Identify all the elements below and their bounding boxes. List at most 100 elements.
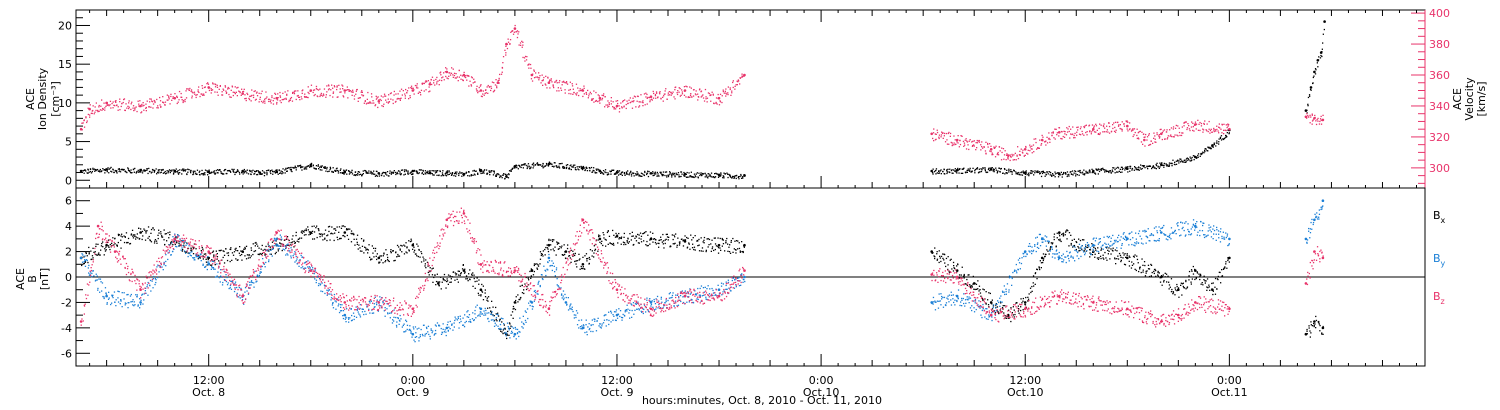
velocity-sample bbox=[694, 93, 697, 95]
density-sample bbox=[977, 172, 980, 174]
bx-sample bbox=[127, 237, 130, 240]
bx-sample bbox=[604, 238, 606, 241]
velocity-sample bbox=[130, 103, 132, 105]
bx-sample bbox=[658, 246, 660, 248]
bx-sample bbox=[1313, 325, 1315, 328]
bx-sample bbox=[611, 243, 614, 246]
velocity-sample bbox=[301, 98, 303, 100]
density-sample bbox=[234, 173, 236, 176]
density-sample bbox=[596, 172, 598, 174]
velocity-sample bbox=[673, 96, 675, 98]
density-sample bbox=[1114, 168, 1116, 171]
velocity-sample bbox=[1180, 134, 1183, 137]
density-sample bbox=[1135, 168, 1137, 171]
density-sample bbox=[1204, 149, 1206, 151]
velocity-sample bbox=[965, 138, 967, 140]
density-sample bbox=[967, 168, 969, 170]
density-sample bbox=[507, 177, 510, 179]
velocity-sample bbox=[1137, 132, 1139, 134]
velocity-sample bbox=[1056, 134, 1058, 136]
velocity-sample bbox=[352, 89, 354, 91]
velocity-sample bbox=[637, 95, 639, 98]
density-sample bbox=[669, 173, 671, 175]
velocity-sample bbox=[583, 93, 585, 95]
bx-sample bbox=[438, 284, 440, 286]
density-sample bbox=[982, 167, 984, 170]
density-sample bbox=[706, 175, 708, 177]
density-sample bbox=[1180, 160, 1183, 162]
velocity-sample bbox=[690, 96, 692, 98]
velocity-sample bbox=[1181, 126, 1183, 128]
bx-sample bbox=[454, 272, 456, 274]
bx-sample bbox=[593, 245, 595, 247]
velocity-sample bbox=[1119, 127, 1121, 130]
density-sample bbox=[1021, 171, 1023, 173]
density-sample bbox=[1144, 167, 1146, 169]
by-sample bbox=[137, 304, 139, 306]
velocity-sample bbox=[663, 95, 665, 97]
density-sample bbox=[1083, 169, 1085, 171]
density-sample bbox=[1312, 82, 1314, 85]
bx-sample bbox=[936, 259, 938, 261]
velocity-sample bbox=[941, 131, 943, 133]
density-sample bbox=[491, 170, 493, 172]
velocity-sample bbox=[435, 78, 437, 81]
velocity-sample bbox=[1178, 131, 1181, 134]
velocity-sample bbox=[1009, 154, 1011, 156]
velocity-sample bbox=[367, 91, 369, 94]
velocity-sample bbox=[1158, 134, 1160, 136]
velocity-sample bbox=[700, 90, 703, 92]
velocity-sample bbox=[222, 88, 224, 90]
velocity-point bbox=[1143, 138, 1146, 142]
bx-sample bbox=[1015, 302, 1017, 304]
bx-sample bbox=[101, 242, 103, 245]
bx-sample bbox=[380, 259, 382, 261]
bx-sample bbox=[575, 263, 577, 265]
bx-sample bbox=[255, 241, 257, 244]
bx-sample bbox=[1172, 292, 1175, 294]
velocity-sample bbox=[271, 96, 273, 99]
bx-sample bbox=[1227, 259, 1229, 262]
velocity-sample bbox=[1131, 129, 1133, 131]
bx-sample bbox=[1319, 330, 1321, 332]
velocity-sample bbox=[1132, 128, 1134, 130]
density-sample bbox=[378, 173, 381, 175]
bx-sample bbox=[568, 255, 571, 257]
density-sample bbox=[354, 174, 357, 177]
density-sample bbox=[574, 167, 576, 169]
velocity-sample bbox=[447, 78, 449, 80]
velocity-sample bbox=[1002, 148, 1005, 150]
bx-sample bbox=[1107, 249, 1109, 251]
velocity-sample bbox=[436, 76, 438, 79]
density-sample bbox=[686, 171, 688, 174]
velocity-sample bbox=[511, 30, 513, 32]
by-sample bbox=[95, 273, 97, 275]
density-sample bbox=[217, 172, 219, 174]
velocity-sample bbox=[973, 145, 975, 147]
velocity-sample bbox=[239, 91, 241, 93]
density-sample bbox=[389, 170, 391, 172]
velocity-sample bbox=[339, 88, 341, 90]
velocity-sample bbox=[608, 102, 610, 104]
bx-sample bbox=[147, 237, 149, 239]
velocity-sample bbox=[615, 108, 617, 110]
density-sample bbox=[218, 169, 221, 171]
density-sample bbox=[327, 170, 329, 173]
density-sample bbox=[938, 172, 940, 174]
density-sample bbox=[257, 173, 259, 176]
bx-sample bbox=[1094, 256, 1096, 258]
bx-sample bbox=[1038, 266, 1040, 268]
velocity-sample bbox=[449, 72, 451, 74]
density-sample bbox=[932, 168, 934, 170]
bx-sample bbox=[964, 283, 966, 285]
density-sample bbox=[442, 174, 444, 177]
density-sample bbox=[508, 170, 511, 172]
density-sample bbox=[508, 173, 510, 176]
bx-sample bbox=[517, 301, 519, 303]
bx-sample bbox=[948, 271, 951, 274]
bx-sample bbox=[134, 235, 136, 237]
bx-sample bbox=[472, 272, 474, 274]
bx-sample bbox=[1306, 328, 1308, 331]
velocity-sample bbox=[999, 150, 1001, 152]
density-sample bbox=[506, 176, 508, 178]
